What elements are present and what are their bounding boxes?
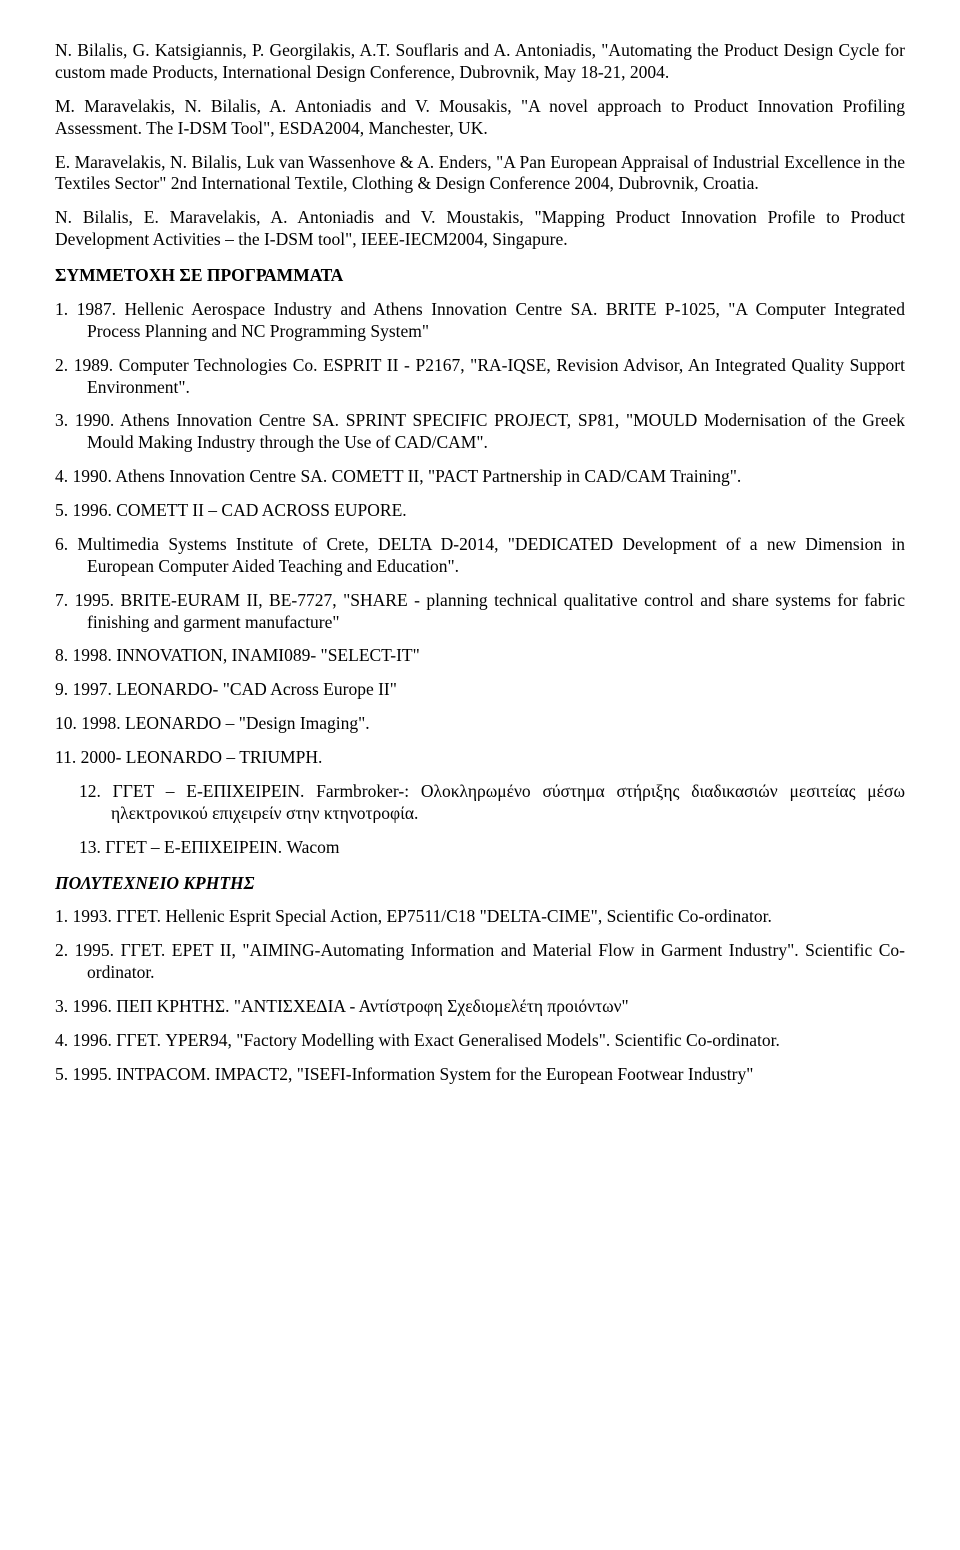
reference-item: N. Bilalis, E. Maravelakis, A. Antoniadi… xyxy=(55,207,905,251)
section-heading-participation: ΣΥΜΜΕΤΟΧΗ ΣΕ ΠΡΟΓΡΑΜΜΑΤΑ xyxy=(55,265,905,287)
program-item: 9. 1997. LEONARDO- "CAD Across Europe II… xyxy=(55,679,905,701)
reference-item: N. Bilalis, G. Katsigiannis, P. Georgila… xyxy=(55,40,905,84)
program-item: 1. 1987. Hellenic Aerospace Industry and… xyxy=(55,299,905,343)
program-item: 8. 1998. INNOVATION, INAMI089- "SELECT-I… xyxy=(55,645,905,667)
program-item: 6. Multimedia Systems Institute of Crete… xyxy=(55,534,905,578)
polytechnic-item: 5. 1995. INTPACOM. IMPACT2, "ISEFI-Infor… xyxy=(55,1064,905,1086)
reference-item: E. Maravelakis, N. Bilalis, Luk van Wass… xyxy=(55,152,905,196)
program-item: 2. 1989. Computer Technologies Co. ESPRI… xyxy=(55,355,905,399)
program-item: 4. 1990. Athens Innovation Centre SA. CO… xyxy=(55,466,905,488)
polytechnic-item: 2. 1995. ΓΓΕΤ. EPET II, "AIMING-Automati… xyxy=(55,940,905,984)
program-item: 13. ΓΓΕΤ – Ε-ΕΠΙΧΕΙΡΕΙΝ. Wacom xyxy=(79,837,905,859)
program-item: 7. 1995. BRITE-EURAM II, BE-7727, "SHARE… xyxy=(55,590,905,634)
polytechnic-item: 4. 1996. ΓΓΕΤ. YPER94, "Factory Modellin… xyxy=(55,1030,905,1052)
program-item: 12. ΓΓΕΤ – Ε-ΕΠΙΧΕΙΡΕΙΝ. Farmbroker-: Ολ… xyxy=(79,781,905,825)
polytechnic-item: 1. 1993. ΓΓΕΤ. Hellenic Esprit Special A… xyxy=(55,906,905,928)
reference-item: M. Maravelakis, N. Bilalis, A. Antoniadi… xyxy=(55,96,905,140)
section-heading-polytechnic: ΠΟΛΥΤΕΧΝΕΙΟ ΚΡΗΤΗΣ xyxy=(55,873,905,895)
polytechnic-item: 3. 1996. ΠΕΠ ΚΡΗΤΗΣ. "ΑΝΤΙΣΧΕΔΙΑ - Αντίσ… xyxy=(55,996,905,1018)
program-item: 10. 1998. LEONARDO – "Design Imaging". xyxy=(55,713,905,735)
program-item: 3. 1990. Athens Innovation Centre SA. SP… xyxy=(55,410,905,454)
program-item: 5. 1996. COMETT II – CAD ACROSS EUPORE. xyxy=(55,500,905,522)
program-item: 11. 2000- LEONARDO – TRIUMPH. xyxy=(55,747,905,769)
